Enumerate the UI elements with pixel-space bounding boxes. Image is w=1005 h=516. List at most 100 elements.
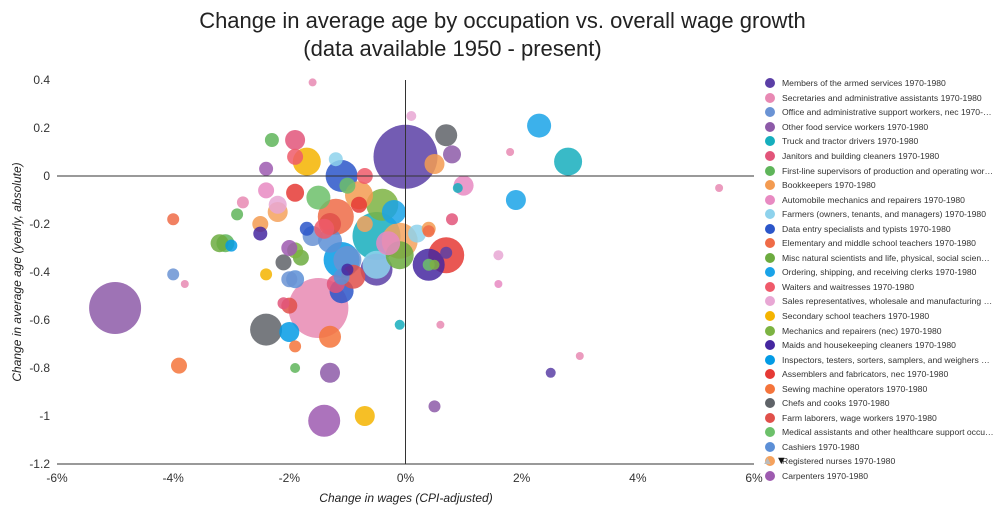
- legend-label: Janitors and building cleaners 1970-1980: [782, 151, 940, 161]
- legend-item[interactable]: Bookkeepers 1970-1980: [765, 178, 997, 193]
- data-point: [225, 239, 238, 252]
- data-point: [281, 271, 298, 288]
- x-tick-label: -6%: [46, 471, 68, 485]
- data-point: [210, 234, 229, 253]
- legend-item[interactable]: Assemblers and fabricators, nec 1970-198…: [765, 367, 997, 382]
- legend-label: Carpenters 1970-1980: [782, 471, 868, 482]
- data-point: [286, 183, 305, 202]
- data-point: [236, 196, 249, 209]
- chart-legend: Members of the armed services 1970-1980 S…: [765, 76, 997, 483]
- x-axis-title: Change in wages (CPI-adjusted): [319, 491, 492, 505]
- data-point: [320, 362, 340, 383]
- data-point: [259, 161, 274, 176]
- legend-label: Farmers (owners, tenants, and managers) …: [782, 209, 986, 220]
- legend-page-up-icon[interactable]: ▲: [762, 455, 773, 467]
- legend-swatch: [765, 180, 775, 191]
- data-point: [328, 152, 343, 167]
- data-point: [290, 363, 301, 373]
- legend-item[interactable]: Mechanics and repairers (nec) 1970-1980: [765, 323, 997, 338]
- legend-swatch: [765, 92, 775, 103]
- y-tick-label: 0.4: [33, 73, 50, 87]
- legend-item[interactable]: Secondary school teachers 1970-1980: [765, 309, 997, 324]
- legend-item[interactable]: Registered nurses 1970-1980: [765, 454, 997, 469]
- legend-item[interactable]: Chefs and cooks 1970-1980: [765, 396, 997, 411]
- data-point: [446, 213, 458, 226]
- data-point: [308, 404, 341, 437]
- legend-label: Other food service workers 1970-1980: [782, 121, 929, 132]
- legend-swatch: [765, 369, 775, 380]
- legend-item[interactable]: Automobile mechanics and repairers 1970-…: [765, 192, 997, 207]
- legend-swatch: [765, 223, 775, 234]
- chart-title-line2: (data available 1950 - present): [303, 36, 602, 61]
- data-point: [575, 352, 584, 360]
- data-point: [299, 221, 314, 236]
- legend-swatch: [765, 354, 775, 365]
- legend-item[interactable]: Maids and housekeeping cleaners 1970-198…: [765, 338, 997, 353]
- y-tick-label: -0.8: [29, 361, 50, 375]
- legend-item[interactable]: Elementary and middle school teachers 19…: [765, 236, 997, 251]
- legend-item[interactable]: Farmers (owners, tenants, and managers) …: [765, 207, 997, 222]
- legend-swatch: [765, 296, 775, 307]
- data-point: [339, 177, 356, 194]
- data-point: [167, 268, 180, 281]
- legend-item[interactable]: Sewing machine operators 1970-1980: [765, 381, 997, 396]
- chart-title-line1: Change in average age by occupation vs. …: [199, 8, 806, 33]
- data-point: [424, 154, 445, 174]
- data-point: [253, 226, 268, 241]
- legend-item[interactable]: Ordering, shipping, and receiving clerks…: [765, 265, 997, 280]
- legend-label: Assemblers and fabricators, nec 1970-198…: [782, 369, 949, 380]
- legend-label: Waiters and waitresses 1970-1980: [782, 281, 914, 292]
- legend-item[interactable]: Misc natural scientists and life, physic…: [765, 251, 997, 266]
- legend-item[interactable]: Farm laborers, wage workers 1970-1980: [765, 411, 997, 426]
- y-tick-label: -0.2: [29, 217, 50, 231]
- data-point: [231, 208, 244, 221]
- legend-item[interactable]: Carpenters 1970-1980: [765, 469, 997, 484]
- legend-item[interactable]: Medical assistants and other healthcare …: [765, 425, 997, 440]
- y-tick-label: -1: [39, 409, 50, 423]
- x-tick-label: 2%: [513, 471, 531, 485]
- data-point: [250, 313, 283, 346]
- legend-label: Sales representatives, wholesale and man…: [782, 296, 994, 307]
- legend-label: Cashiers 1970-1980: [782, 441, 860, 452]
- data-point: [452, 183, 463, 193]
- data-point: [381, 200, 406, 224]
- legend-page-down-icon[interactable]: ▼: [775, 455, 787, 467]
- legend-item[interactable]: Cashiers 1970-1980: [765, 440, 997, 455]
- legend-swatch: [765, 398, 775, 409]
- legend-item[interactable]: Other food service workers 1970-1980: [765, 120, 997, 135]
- legend-pager: ▲ ▼: [762, 455, 787, 467]
- legend-item[interactable]: Secretaries and administrative assistant…: [765, 91, 997, 106]
- legend-item[interactable]: Waiters and waitresses 1970-1980: [765, 280, 997, 295]
- legend-item[interactable]: Janitors and building cleaners 1970-1980: [765, 149, 997, 164]
- data-point: [506, 148, 515, 156]
- data-point: [527, 113, 552, 138]
- data-point: [279, 322, 300, 342]
- legend-label: Chefs and cooks 1970-1980: [782, 398, 890, 409]
- data-point: [167, 213, 180, 226]
- data-point: [422, 225, 435, 238]
- legend-item[interactable]: Truck and tractor drivers 1970-1980: [765, 134, 997, 149]
- legend-swatch: [765, 441, 775, 452]
- legend-swatch: [765, 165, 775, 176]
- legend-label: Secondary school teachers 1970-1980: [782, 311, 930, 322]
- data-point: [341, 263, 354, 276]
- data-point: [268, 195, 287, 214]
- x-tick-label: -2%: [279, 471, 301, 485]
- data-point: [406, 111, 417, 121]
- legend-item[interactable]: First-line supervisors of production and…: [765, 163, 997, 178]
- legend-item[interactable]: Sales representatives, wholesale and man…: [765, 294, 997, 309]
- legend-label: Office and administrative support worker…: [782, 107, 994, 118]
- legend-item[interactable]: Office and administrative support worker…: [765, 105, 997, 120]
- legend-label: Misc natural scientists and life, physic…: [782, 252, 994, 263]
- data-point: [429, 259, 440, 270]
- data-point: [493, 250, 504, 261]
- data-point: [436, 320, 445, 329]
- legend-label: Secretaries and administrative assistant…: [782, 92, 982, 103]
- legend-swatch: [765, 252, 775, 263]
- data-point: [285, 130, 306, 150]
- legend-item[interactable]: Inspectors, testers, sorters, samplers, …: [765, 352, 997, 367]
- data-point: [435, 124, 458, 147]
- legend-item[interactable]: Members of the armed services 1970-1980: [765, 76, 997, 91]
- legend-item[interactable]: Data entry specialists and typists 1970-…: [765, 221, 997, 236]
